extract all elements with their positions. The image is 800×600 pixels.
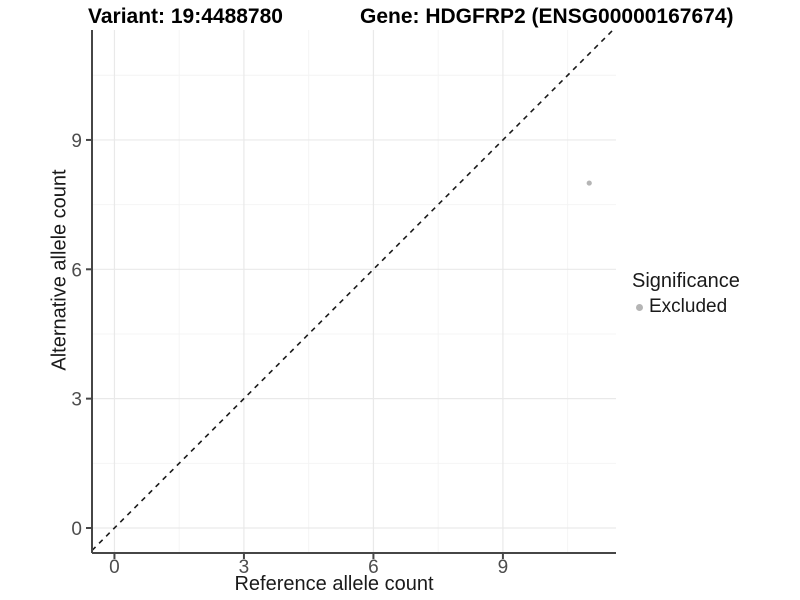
legend-item-label: Excluded — [649, 296, 728, 317]
plot-title-variant: Variant: 19:4488780 — [88, 5, 283, 28]
y-tick-label: 3 — [71, 390, 82, 411]
legend-item-excluded: Excluded — [632, 296, 740, 318]
y-tick-label: 0 — [71, 519, 82, 540]
legend-point-icon — [636, 303, 643, 311]
legend: Significance Excluded — [632, 270, 740, 318]
data-point — [586, 180, 592, 186]
y-tick-label: 6 — [71, 260, 82, 281]
x-tick-label: 0 — [109, 557, 120, 578]
x-tick-label: 9 — [498, 557, 509, 578]
x-tick-label: 6 — [368, 557, 379, 578]
plot-title-gene: Gene: HDGFRP2 (ENSG00000167674) — [360, 5, 734, 28]
y-axis-label: Alternative allele count — [48, 169, 71, 371]
x-tick-label: 3 — [239, 557, 250, 578]
y-tick-label: 9 — [71, 131, 82, 152]
identity-line — [91, 29, 614, 551]
legend-title: Significance — [632, 270, 740, 292]
x-axis-label: Reference allele count — [234, 573, 434, 595]
